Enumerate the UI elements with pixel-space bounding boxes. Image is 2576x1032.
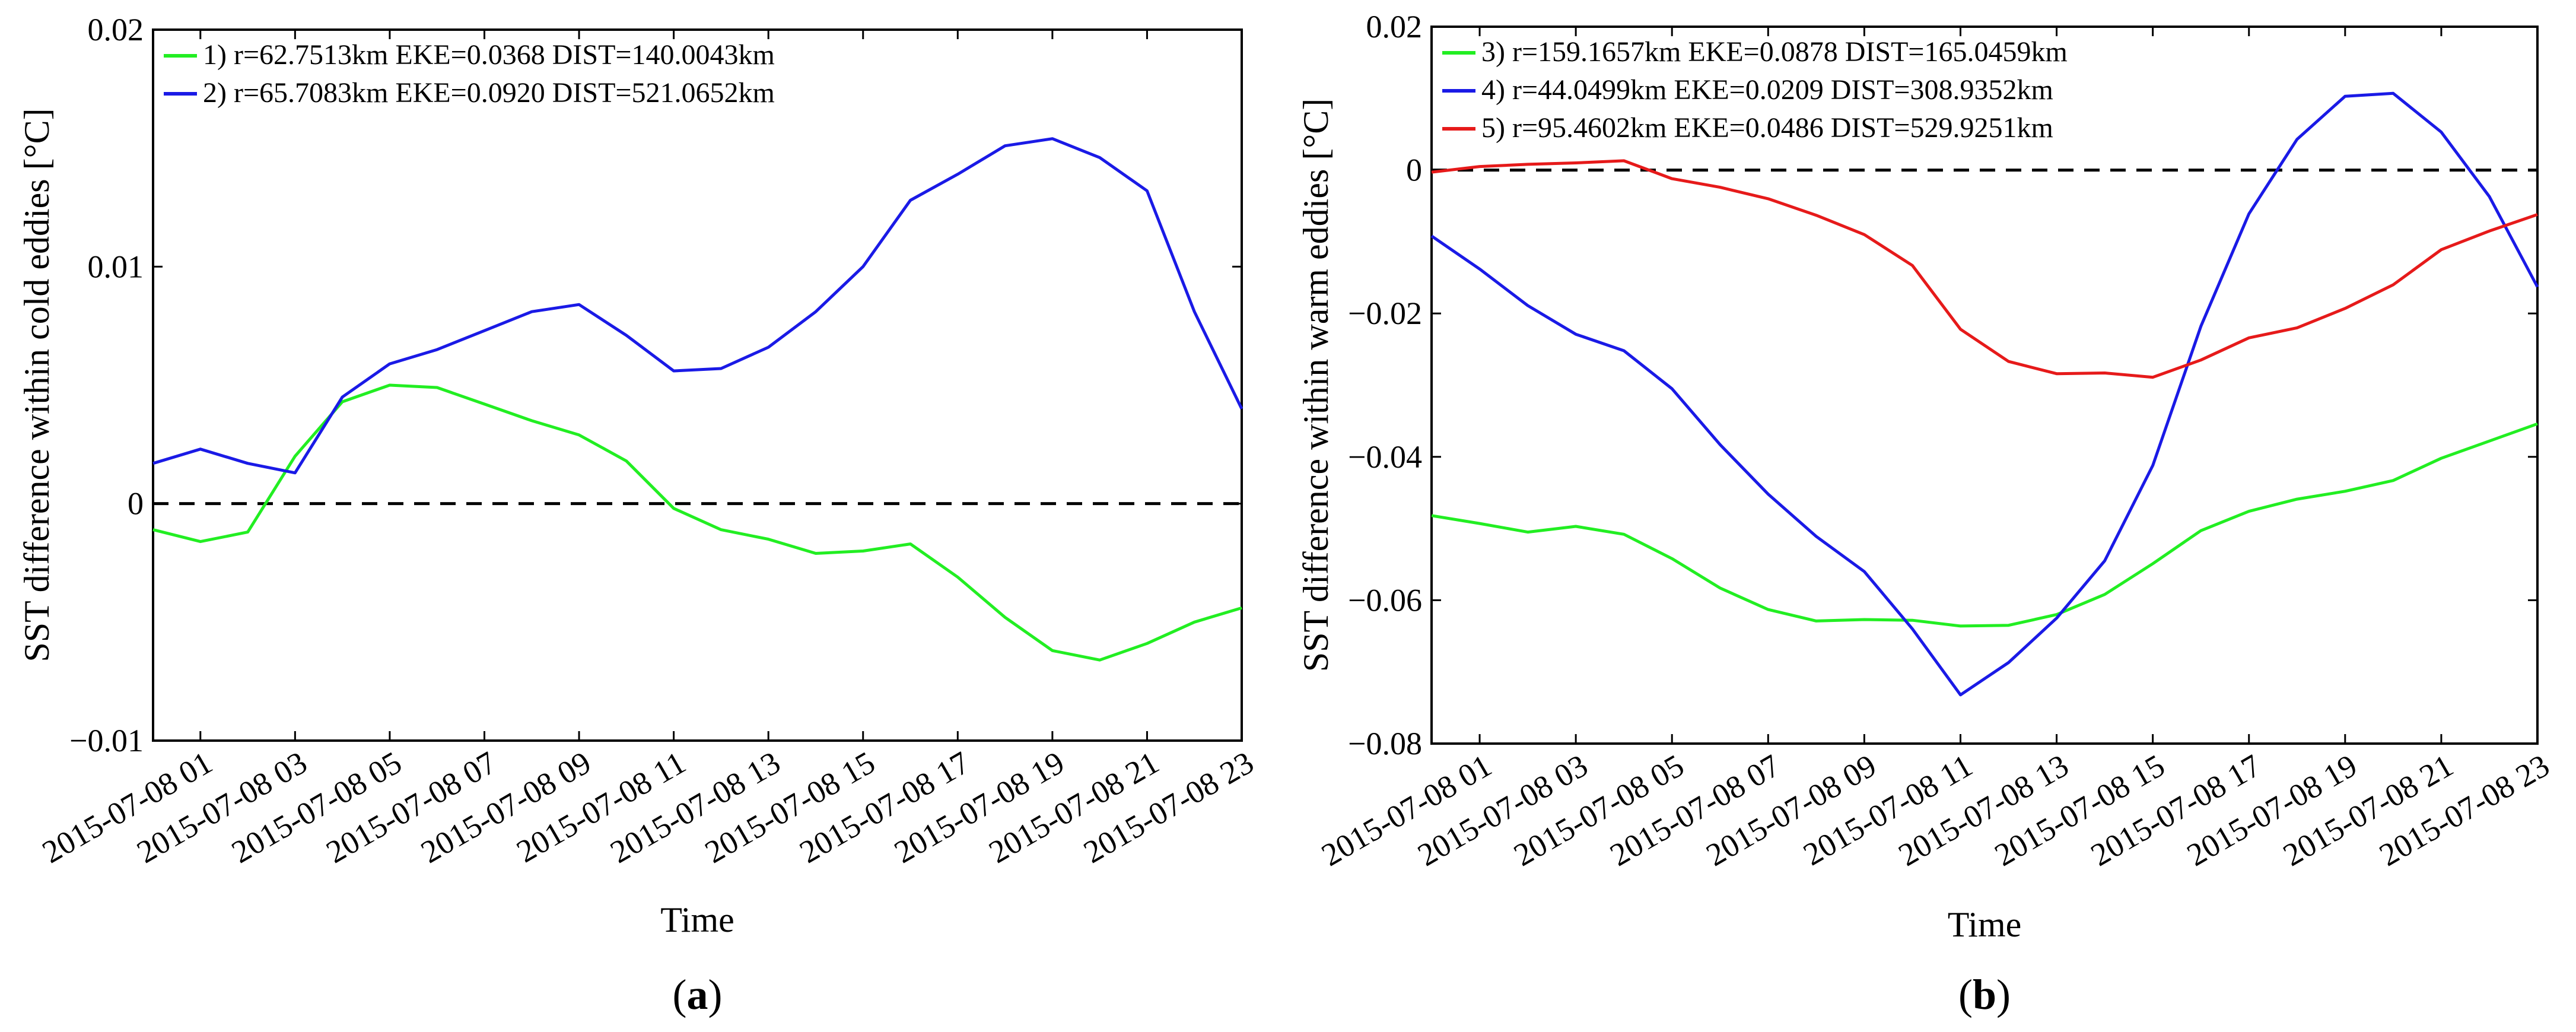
panel-label-a: (a) bbox=[673, 971, 723, 1018]
series-line-3 bbox=[1431, 159, 2538, 379]
y-tick-label: 0 bbox=[1406, 153, 1422, 188]
legend-label-3: 5) r=95.4602km EKE=0.0486 DIST=529.9251k… bbox=[1481, 112, 2053, 144]
panel-label-b: (b) bbox=[1958, 971, 2011, 1018]
y-tick-label: 0.02 bbox=[1366, 9, 1423, 45]
legend-label-1: 3) r=159.1657km EKE=0.0878 DIST=165.0459… bbox=[1481, 36, 2068, 68]
x-axis-label: Time bbox=[660, 900, 734, 939]
plot-frame-b bbox=[1430, 26, 2539, 745]
panel-label-open: ( bbox=[673, 971, 687, 1018]
legend-label-1: 1) r=62.7513km EKE=0.0368 DIST=140.0043k… bbox=[203, 39, 775, 71]
series-line-1 bbox=[1431, 422, 2538, 628]
y-tick-label: 0.01 bbox=[88, 249, 144, 284]
legend-label-2: 4) r=44.0499km EKE=0.0209 DIST=308.9352k… bbox=[1481, 74, 2053, 106]
y-tick-label: 0.02 bbox=[88, 12, 144, 47]
legend-label-2: 2) r=65.7083km EKE=0.0920 DIST=521.0652k… bbox=[203, 77, 775, 109]
y-tick-label: −0.02 bbox=[1348, 296, 1422, 331]
series-line-2 bbox=[152, 137, 1244, 475]
y-tick-label: −0.08 bbox=[1348, 726, 1422, 761]
y-axis-label: SST difference within warm eddies [°C] bbox=[1296, 99, 1335, 672]
panel-label-close: ) bbox=[708, 971, 723, 1018]
x-axis-label: Time bbox=[1948, 905, 2022, 944]
plot-frame-a bbox=[152, 28, 1243, 742]
y-axis-label: SST difference within cold eddies [°C] bbox=[17, 108, 56, 662]
panel-label-letter: a bbox=[687, 971, 708, 1018]
series-line-2 bbox=[1430, 91, 2539, 697]
y-tick-label: −0.06 bbox=[1348, 582, 1422, 618]
y-tick-label: −0.04 bbox=[1348, 439, 1422, 475]
y-tick-label: 0 bbox=[128, 486, 144, 522]
y-tick-label: −0.01 bbox=[69, 723, 144, 758]
panel-label-close: ) bbox=[1996, 971, 2011, 1018]
panel-label-letter: b bbox=[1973, 971, 1996, 1018]
panel-label-open: ( bbox=[1958, 971, 1973, 1018]
